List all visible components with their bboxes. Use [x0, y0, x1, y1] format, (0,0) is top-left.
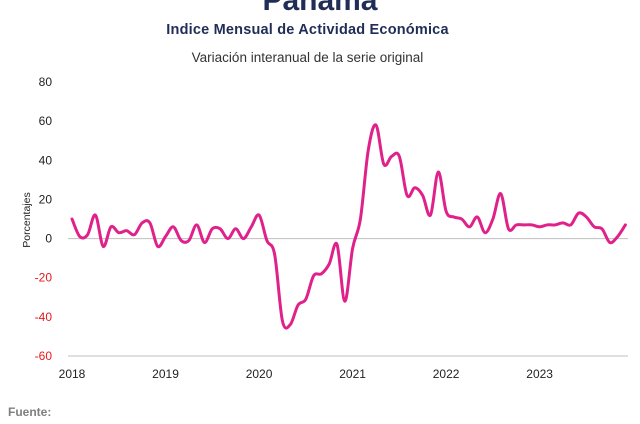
chart-subtitle: Variación interanual de la serie origina… [191, 50, 424, 65]
y-tick-label: 40 [39, 153, 53, 167]
x-axis-tick-labels: 2018 2019 2020 2021 2022 2023 [59, 367, 554, 381]
series-line [70, 123, 627, 330]
y-tick-label: 80 [39, 75, 53, 89]
chart-title: Indice Mensual de Actividad Económica [166, 22, 449, 38]
x-tick-label: 2020 [246, 367, 273, 381]
x-tick-label: 2019 [152, 367, 179, 381]
x-tick-label: 2023 [526, 367, 553, 381]
page-title: Panamá [262, 0, 378, 17]
x-tick-label: 2018 [59, 367, 86, 381]
y-tick-label: -20 [35, 271, 53, 285]
y-tick-label: 20 [39, 192, 53, 206]
y-tick-label: 0 [45, 232, 52, 246]
x-tick-label: 2022 [433, 367, 460, 381]
y-tick-label: -40 [35, 310, 53, 324]
y-tick-label: -60 [35, 349, 53, 363]
source-label: Fuente: [8, 405, 52, 419]
x-tick-label: 2021 [339, 367, 366, 381]
y-tick-label: 60 [39, 114, 53, 128]
y-axis-tick-labels: 80 60 40 20 0 -20 -40 -60 [35, 75, 53, 363]
y-axis-label: Porcentajes [21, 192, 33, 247]
